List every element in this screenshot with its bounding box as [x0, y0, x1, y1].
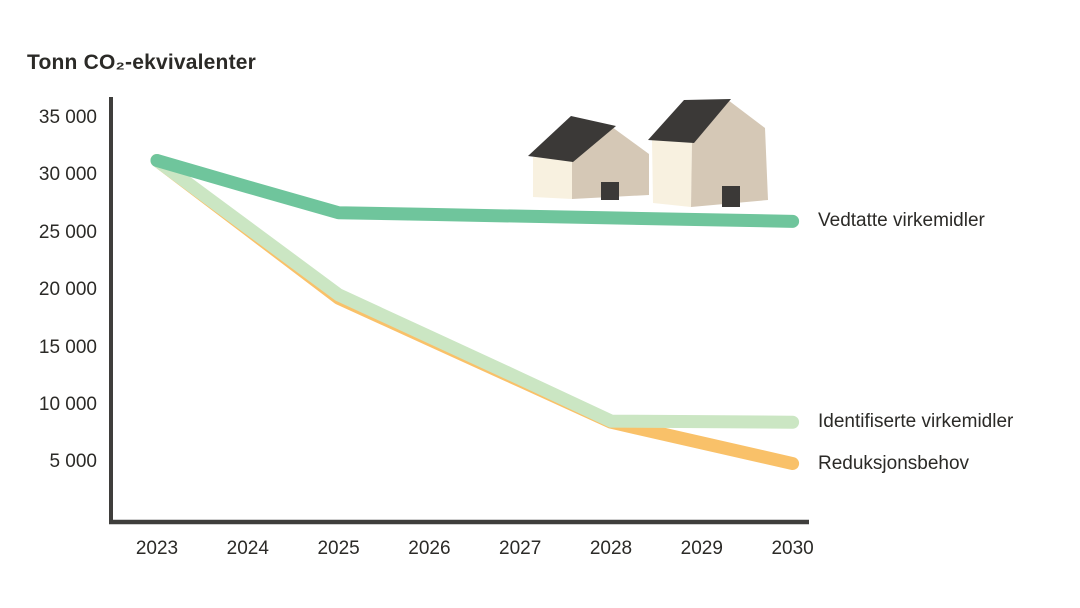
large-house-icon: [648, 99, 768, 207]
large-house-front-wall: [652, 140, 692, 207]
large-house-roof: [648, 99, 731, 143]
y-tick-label: 25 000: [38, 221, 97, 243]
line-identifiserte-virkemidler: [150, 153, 800, 429]
x-tick-label: 2026: [408, 538, 451, 559]
line-vedtatte-virkemidler: [150, 153, 800, 228]
label-reduksjonsbehov: Reduksjonsbehov: [818, 452, 970, 474]
y-tick-label: 15 000: [38, 336, 97, 358]
x-tick-label: 2025: [317, 538, 360, 559]
small-house-door: [601, 182, 619, 200]
large-house-door: [722, 186, 740, 207]
y-tick-label: 20 000: [38, 279, 97, 301]
y-tick-label: 10 000: [38, 394, 97, 415]
small-house-front-wall: [533, 157, 572, 199]
x-tick-label: 2029: [680, 538, 723, 559]
small-house-roof: [528, 116, 616, 162]
y-tick-label: 30 000: [38, 164, 97, 186]
data-series-group: [150, 153, 800, 471]
x-tick-label: 2023: [135, 538, 179, 559]
label-vedtatte-virkemidler: Vedtatte virkemidler: [818, 210, 985, 232]
x-tick-label: 2027: [499, 538, 542, 559]
y-tick-label: 5 000: [49, 451, 97, 473]
houses-illustration: [528, 99, 768, 207]
small-house-icon: [528, 116, 649, 200]
large-house-gable-wall: [691, 100, 768, 207]
y-tick-label: 35 000: [38, 107, 97, 128]
x-tick-label: 2030: [771, 538, 814, 559]
chart-title: Tonn CO₂-ekvivalenter: [27, 51, 257, 74]
label-identifiserte-virkemidler: Identifiserte virkemidler: [818, 411, 1014, 433]
x-tick-label: 2024: [226, 538, 269, 559]
x-tick-label: 2028: [589, 538, 633, 559]
